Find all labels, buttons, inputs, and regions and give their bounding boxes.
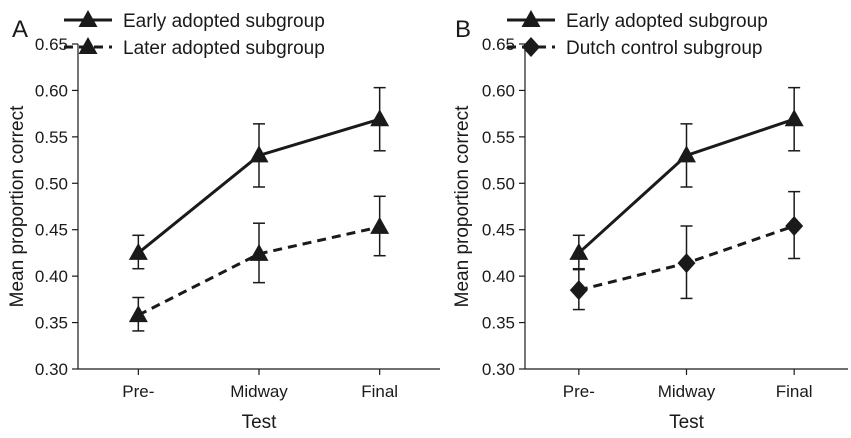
legend-label: Early adopted subgroup: [123, 11, 325, 32]
data-point-triangle: [249, 145, 269, 163]
x-tick-label: Midway: [658, 382, 716, 401]
y-tick-label: 0.55: [482, 128, 515, 147]
x-axis-title: Test: [242, 412, 278, 433]
legend-marker-triangle: [78, 37, 98, 54]
y-tick-label: 0.30: [482, 360, 515, 379]
series-dutch-control-subgroup: [569, 190, 804, 311]
y-tick-label: 0.40: [35, 267, 68, 286]
chart-panel-b: 0.30 0.35 0.40 0.45 0.50 0.55 0.60 0.65 Pre- Midw…: [452, 10, 848, 433]
series-early-adopted-subgroup: [128, 86, 390, 270]
data-point-triangle: [677, 145, 696, 163]
legend-entry: Dutch control subgroup: [507, 37, 762, 59]
y-tick-label: 0.65: [482, 35, 515, 54]
y-axis-title: Mean proportion correct: [7, 105, 28, 307]
x-tick-label: Final: [361, 382, 398, 401]
data-point-triangle: [569, 242, 589, 260]
y-tick-label: 0.65: [35, 35, 68, 54]
data-point-triangle: [370, 216, 390, 234]
x-tick-label: Final: [776, 382, 813, 401]
legend-marker-diamond: [522, 37, 540, 57]
series-later-adopted-subgroup: [128, 195, 390, 332]
y-tick-label: 0.45: [482, 221, 515, 240]
x-tick-label: Midway: [230, 382, 288, 401]
legend-label: Dutch control subgroup: [566, 38, 762, 59]
legend-marker-triangle: [78, 10, 98, 27]
data-point-diamond: [569, 280, 588, 301]
x-axis-title: Test: [669, 412, 705, 433]
y-tick-label: 0.40: [482, 267, 515, 286]
panel-label: A: [12, 16, 28, 43]
y-tick-label: 0.35: [482, 314, 515, 333]
data-point-triangle: [370, 109, 390, 127]
legend-label: Early adopted subgroup: [566, 11, 768, 32]
legend-entry: Early adopted subgroup: [507, 10, 768, 32]
y-tick-label: 0.45: [35, 221, 68, 240]
legend-entry: Early adopted subgroup: [64, 10, 325, 32]
y-tick-label: 0.30: [35, 360, 68, 379]
data-point-diamond: [785, 216, 804, 236]
data-point-diamond: [677, 253, 696, 274]
data-point-triangle: [128, 242, 148, 260]
data-point-triangle: [128, 305, 148, 323]
x-tick-label: Pre-: [563, 382, 595, 401]
legend-entry: Later adopted subgroup: [64, 37, 325, 59]
y-tick-label: 0.50: [482, 174, 515, 193]
y-tick-label: 0.35: [35, 314, 68, 333]
data-point-triangle: [784, 109, 804, 127]
data-point-triangle: [249, 243, 269, 261]
y-tick-label: 0.60: [35, 81, 68, 100]
series-early-adopted-subgroup: [569, 86, 804, 270]
chart-panel-a: 0.30 0.35 0.40 0.45 0.50 0.55 0.60 0.65 Pre- Midw…: [7, 10, 440, 433]
legend-label: Later adopted subgroup: [123, 38, 325, 59]
y-tick-label: 0.50: [35, 174, 68, 193]
x-tick-label: Pre-: [122, 382, 154, 401]
y-tick-label: 0.60: [482, 81, 515, 100]
legend-marker-triangle: [521, 10, 541, 27]
panel-label: B: [455, 16, 471, 43]
y-tick-label: 0.55: [35, 128, 68, 147]
y-axis-title: Mean proportion correct: [452, 105, 473, 307]
